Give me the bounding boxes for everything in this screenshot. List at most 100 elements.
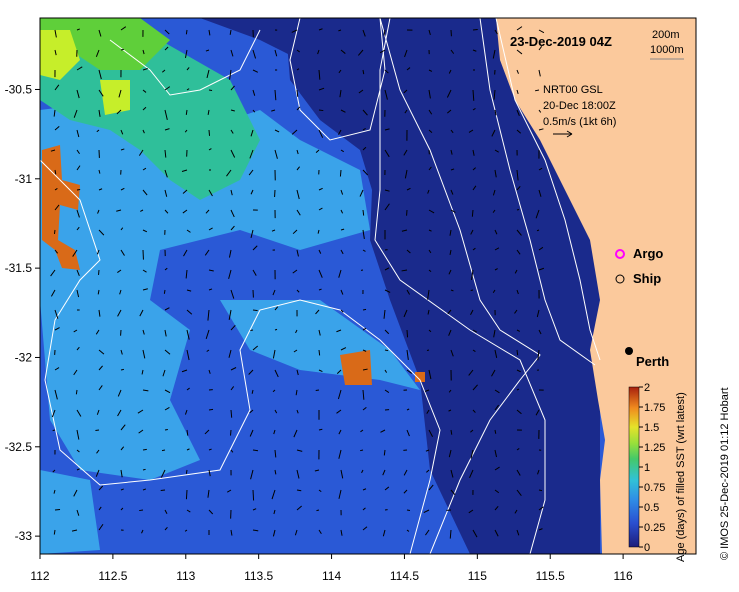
current-vector: [318, 428, 323, 431]
teal-water-region: [40, 40, 260, 200]
current-vector: [450, 49, 455, 54]
current-vector: [406, 289, 411, 295]
current-vector: [494, 529, 499, 537]
x-axis: 112 112.5 113 113.5 114 114.5 115 115.5 116: [30, 554, 633, 583]
current-vector: [272, 389, 276, 393]
current-vector: [403, 309, 408, 318]
x-tick-label: 116: [614, 569, 633, 583]
current-vector: [76, 289, 80, 298]
current-vector: [318, 69, 321, 80]
current-vector: [208, 509, 214, 515]
current-vector: [384, 389, 390, 394]
current-vector: [384, 89, 388, 100]
current-vector: [450, 429, 453, 435]
current-vector: [401, 229, 408, 232]
current-vector: [252, 89, 256, 96]
current-vector: [142, 49, 145, 55]
current-vector: [230, 225, 235, 231]
current-vector: [206, 349, 210, 352]
current-vector: [362, 229, 365, 239]
current-vector: [163, 289, 166, 294]
current-vector: [95, 329, 100, 335]
current-vector: [164, 526, 168, 531]
current-vector: [142, 106, 147, 111]
current-vector: [379, 49, 386, 54]
current-vector: [228, 249, 232, 258]
current-vector: [516, 26, 523, 31]
current-vector: [357, 49, 364, 56]
current-vector: [338, 69, 342, 74]
current-vector: [139, 309, 144, 317]
x-tick-label: 115.5: [536, 569, 565, 583]
current-vector: [120, 507, 124, 511]
current-vector: [96, 409, 100, 415]
current-vector: [54, 204, 60, 211]
current-vector: [142, 389, 149, 392]
argo-marker-icon: [615, 249, 625, 259]
current-vector: [428, 29, 431, 36]
current-vector: [95, 469, 100, 477]
current-vector: [423, 509, 430, 514]
current-vector: [516, 409, 522, 415]
current-vector: [516, 209, 520, 211]
current-vector: [251, 389, 254, 394]
current-vector: [538, 329, 542, 335]
current-vector: [448, 389, 452, 393]
current-vector: [296, 49, 300, 53]
current-vector: [493, 329, 496, 338]
current-vector: [120, 446, 125, 451]
y-tick-label: -32.5: [5, 440, 33, 454]
current-vector: [120, 129, 124, 135]
current-vector: [296, 409, 299, 414]
current-vector: [164, 128, 170, 131]
current-vector: [538, 267, 545, 271]
current-vector: [516, 369, 521, 373]
current-vector: [318, 329, 321, 336]
current-vector: [538, 189, 542, 197]
current-vector: [448, 69, 452, 74]
lime-water-region-2: [100, 80, 130, 115]
current-vector: [76, 449, 80, 453]
current-vector: [98, 523, 104, 531]
current-vector: [164, 267, 168, 271]
ship-marker-icon: [615, 274, 625, 284]
current-vector: [318, 207, 323, 211]
current-vector: [314, 469, 320, 472]
current-vector: [54, 327, 60, 331]
current-vector: [76, 129, 80, 138]
colorbar-tick-label: 0: [644, 542, 650, 554]
current-vector: [207, 109, 210, 115]
current-vector: [116, 209, 122, 212]
current-vector: [403, 489, 408, 494]
current-vector: [362, 308, 367, 311]
current-vector: [252, 69, 258, 73]
current-vector: [538, 528, 543, 531]
current-vector: [538, 246, 544, 251]
current-vector: [336, 409, 342, 414]
current-vector: [428, 329, 432, 333]
current-vector: [470, 309, 474, 316]
current-vector: [382, 529, 386, 537]
colorbar-tick-label: 1.25: [644, 442, 665, 454]
current-vector: [54, 367, 60, 371]
current-vector: [95, 49, 100, 57]
current-vector: [296, 89, 299, 97]
current-vector: [362, 349, 367, 352]
current-vector: [318, 109, 324, 112]
current-vector: [185, 269, 188, 279]
current-vector: [98, 349, 105, 355]
current-vector: [406, 329, 409, 338]
current-vector: [54, 84, 60, 91]
current-vector: [406, 429, 410, 437]
current-vector: [472, 329, 478, 333]
current-vector: [164, 209, 169, 214]
current-vector: [406, 509, 411, 512]
current-vector: [271, 109, 276, 112]
current-vector: [50, 269, 56, 277]
current-vector: [230, 85, 235, 91]
current-vector: [536, 229, 540, 232]
legend-argo: Argo: [633, 246, 663, 261]
current-vector: [98, 69, 102, 80]
current-vector: [50, 289, 56, 297]
current-vector: [494, 349, 498, 359]
